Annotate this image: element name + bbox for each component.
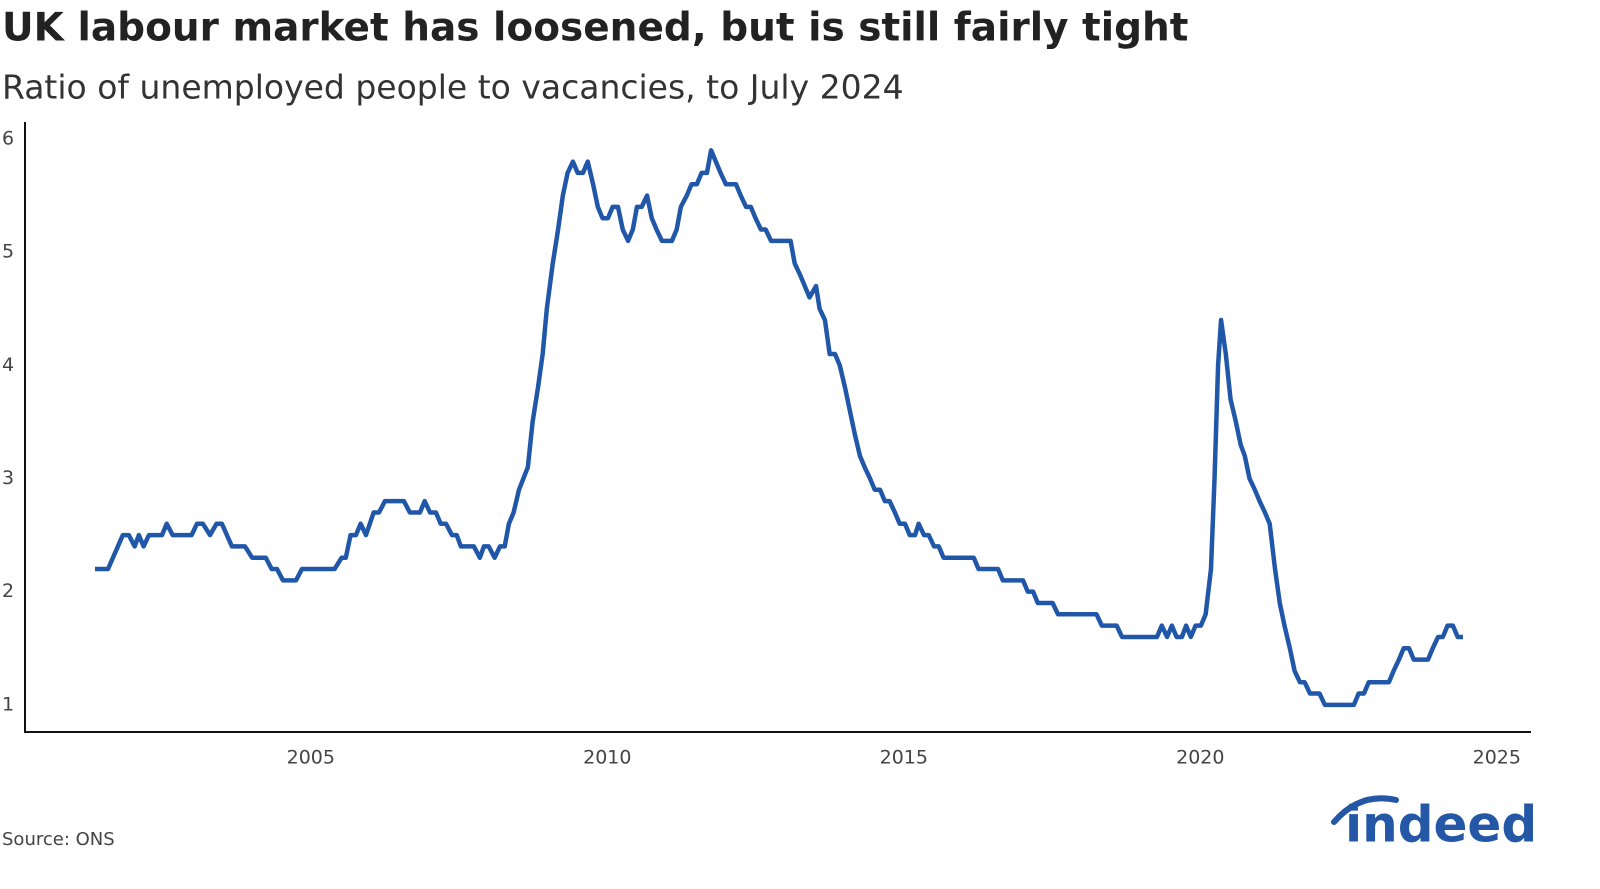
y-tick-label: 1 bbox=[2, 693, 14, 715]
y-tick-label: 5 bbox=[2, 241, 14, 263]
logo: indeed bbox=[1345, 796, 1537, 854]
logo-arc bbox=[1331, 795, 1399, 825]
y-tick-label: 3 bbox=[2, 467, 14, 489]
x-tick-label: 2025 bbox=[1473, 747, 1521, 769]
source: Source: ONS bbox=[2, 829, 115, 850]
x-tick-label: 2010 bbox=[583, 747, 631, 769]
line bbox=[94, 148, 1463, 708]
y-tick-label: 6 bbox=[2, 127, 14, 149]
chart-title: UK labour market has loosened, but is st… bbox=[2, 6, 1188, 51]
chart-subtitle: Ratio of unemployed people to vacancies,… bbox=[2, 68, 904, 107]
y-tick-label: 4 bbox=[2, 354, 14, 376]
x-tick-label: 2015 bbox=[880, 747, 928, 769]
y-tick-label: 2 bbox=[2, 580, 14, 602]
x-tick-label: 2020 bbox=[1176, 747, 1224, 769]
x-tick-label: 2005 bbox=[287, 747, 335, 769]
